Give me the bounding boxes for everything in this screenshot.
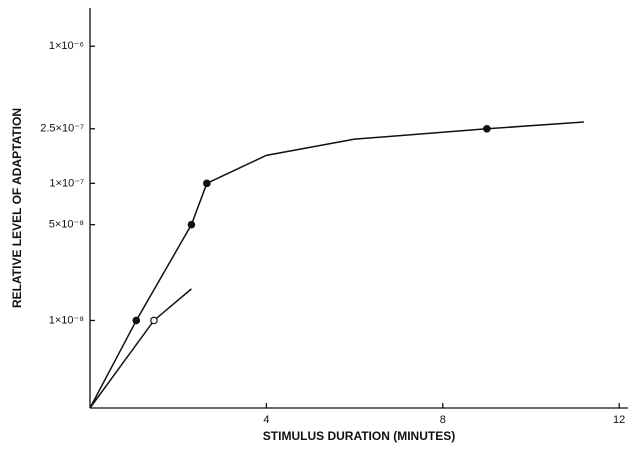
filled-point: [187, 220, 196, 229]
open-point: [150, 316, 158, 325]
x-tick-label: 12: [613, 414, 625, 426]
curve: [89, 121, 584, 409]
x-axis-title: STIMULUS DURATION (MINUTES): [263, 429, 455, 443]
y-tick-label: 1×10⁻⁸: [49, 314, 84, 326]
filled-point: [483, 124, 491, 133]
y-tick-label: 1×10⁻⁶: [49, 40, 84, 52]
y-axis-title: RELATIVE LEVEL OF ADAPTATION: [10, 108, 24, 308]
curve: [89, 288, 192, 409]
x-tick-label: 4: [263, 414, 269, 426]
filled-point: [203, 179, 211, 188]
y-tick-label: 5×10⁻⁸: [49, 219, 84, 231]
filled-point: [132, 316, 141, 325]
y-tick-label: 1×10⁻⁷: [49, 177, 84, 189]
x-tick-label: 8: [440, 414, 446, 426]
y-tick-label: 2.5×10⁻⁷: [40, 123, 84, 135]
